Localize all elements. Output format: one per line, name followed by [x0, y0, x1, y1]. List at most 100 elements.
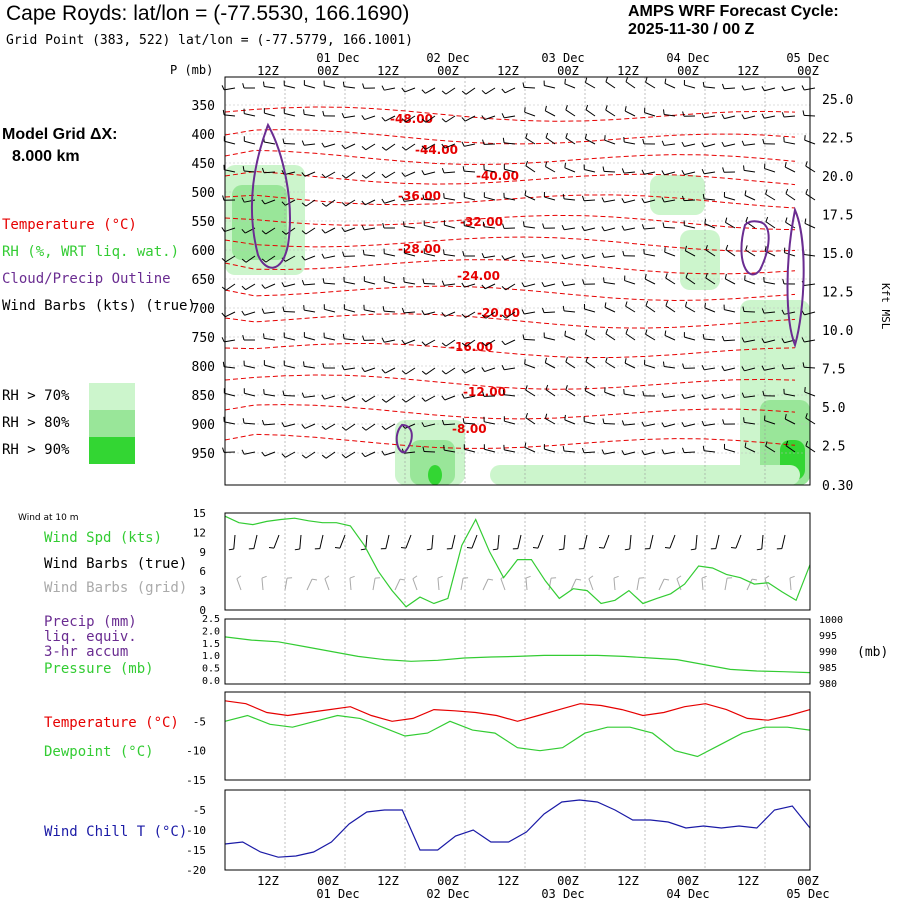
barb-flag — [805, 161, 808, 167]
wind-barb — [684, 245, 696, 257]
grid-wind-barb — [394, 578, 406, 591]
barb-flag — [781, 309, 785, 315]
barb-flag — [321, 202, 327, 207]
wind-barb — [681, 421, 696, 428]
legend-wind-barbs-grid: Wind Barbs (grid) — [44, 580, 187, 596]
wind-barb — [602, 418, 616, 425]
barb-staff — [704, 450, 716, 453]
barb-flag — [764, 575, 770, 580]
barb-flag — [481, 115, 486, 120]
barb-flag — [461, 141, 465, 147]
barb-staff — [224, 421, 236, 425]
barb-flag — [482, 391, 485, 397]
barb-staff — [664, 451, 676, 455]
barb-flag — [765, 441, 768, 447]
barb-staff — [744, 169, 756, 173]
barb-staff — [744, 87, 756, 91]
barb-staff — [645, 81, 656, 89]
temperature-contour-label: -16.00 — [450, 340, 493, 354]
barb-flag — [765, 216, 769, 222]
wind-barb — [321, 199, 336, 207]
barb-flag — [665, 300, 669, 306]
barb-staff — [425, 143, 436, 150]
wind-barb — [321, 451, 336, 459]
pressure-tick-label: 950 — [192, 447, 215, 462]
barb-staff — [305, 227, 316, 235]
barb-staff — [664, 423, 676, 428]
barb-flag — [222, 195, 225, 201]
temperature-contour — [224, 433, 796, 449]
barb-staff — [244, 311, 256, 316]
barb-flag — [722, 419, 725, 425]
wind-barb — [664, 78, 676, 89]
wind-barb — [303, 361, 316, 369]
wind-barb — [341, 112, 356, 119]
surface-wind-barb — [466, 534, 478, 549]
barb-flag — [622, 250, 625, 256]
barb-staff — [744, 421, 756, 425]
barb-staff — [565, 361, 576, 369]
wind-barb — [661, 449, 676, 455]
barb-staff — [284, 423, 296, 428]
barb-staff — [344, 227, 356, 233]
wind-barb — [702, 333, 716, 341]
barb-flag — [362, 335, 365, 341]
barb-staff — [784, 87, 796, 92]
barb-staff — [524, 194, 536, 201]
barb-staff — [304, 365, 316, 369]
wind-barb — [581, 253, 596, 259]
barb-staff — [684, 171, 696, 176]
barb-flag — [581, 226, 585, 231]
barb-staff — [324, 308, 336, 313]
barb-flag — [421, 170, 425, 176]
wind-barb — [583, 164, 596, 173]
barb-staff — [605, 109, 616, 117]
barb-flag — [311, 578, 318, 581]
barb-staff — [364, 254, 376, 257]
wind-barb — [322, 362, 336, 369]
barb-staff — [265, 227, 276, 235]
wind-barb — [664, 247, 676, 257]
barb-staff — [304, 171, 316, 177]
barb-flag — [702, 81, 705, 87]
forecast-cycle-value: 2025-11-30 / 00 Z — [628, 21, 755, 38]
wind-barb — [403, 248, 416, 257]
barb-staff — [548, 578, 552, 591]
barb-staff — [685, 277, 696, 285]
barb-staff — [325, 423, 336, 431]
barb-flag — [745, 245, 748, 251]
top-hour-label: 12Z — [377, 64, 399, 78]
barb-flag — [662, 222, 665, 228]
barb-staff — [764, 367, 776, 371]
barb-staff — [625, 305, 636, 313]
barb-flag — [321, 394, 325, 400]
legend-wind-speed: Wind Spd (kts) — [44, 530, 162, 546]
barb-flag — [701, 420, 705, 426]
wind-barb — [341, 365, 356, 371]
barb-staff — [584, 255, 596, 259]
barb-flag — [341, 144, 346, 150]
barb-flag — [642, 138, 645, 144]
temperature-contour-label: -48.00 — [390, 112, 433, 126]
barb-flag — [242, 418, 245, 424]
wind-barb — [381, 198, 396, 204]
wind-barb — [584, 77, 596, 89]
barb-staff — [658, 578, 665, 591]
barb-staff — [385, 423, 396, 431]
barb-staff — [701, 578, 704, 591]
barb-staff — [384, 253, 396, 257]
barb-flag — [301, 172, 306, 177]
barb-flag — [743, 165, 745, 171]
wind-barb — [361, 395, 376, 403]
barb-flag — [741, 85, 745, 91]
barb-staff — [565, 109, 576, 117]
barb-staff — [319, 534, 324, 549]
pressure-tick-label: 990 — [819, 647, 837, 658]
wind-barb — [681, 447, 696, 454]
barb-staff — [584, 169, 596, 173]
barb-flag — [381, 450, 385, 456]
bottom-hour-label: 12Z — [377, 874, 399, 888]
barb-staff — [344, 281, 356, 285]
barb-flag — [701, 112, 705, 118]
wind-barb — [301, 171, 316, 177]
